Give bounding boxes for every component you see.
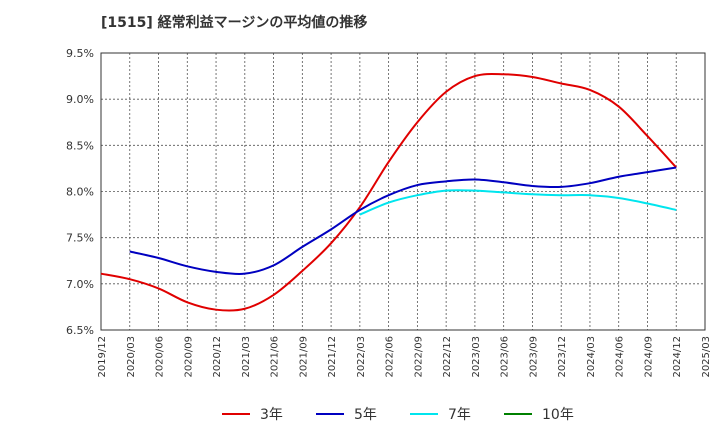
legend-label-5y: 5年 — [354, 407, 377, 423]
chart-title: [1515] 経常利益マージンの平均値の推移 — [101, 15, 368, 31]
x-tick-label: 2024/12 — [672, 336, 683, 378]
legend-label-10y: 10年 — [542, 407, 574, 423]
y-tick-label: 8.5% — [66, 139, 94, 152]
legend-item-3y: 3年 — [222, 402, 283, 426]
y-tick-label: 7.5% — [66, 232, 94, 245]
x-tick-label: 2021/06 — [270, 336, 281, 378]
y-axis-ticks: 6.5% 7.0% 7.5% 8.0% 8.5% 9.0% 9.5% — [66, 47, 94, 337]
series-line-5y — [129, 166, 677, 276]
x-axis-ticks: 2019/12 2020/03 2020/06 2020/09 2020/12 2021/… — [97, 336, 712, 378]
x-tick-label: 2021/03 — [241, 336, 252, 378]
y-tick-label: 6.5% — [66, 324, 94, 337]
legend-item-7y: 7年 — [410, 402, 471, 426]
x-tick-label: 2024/09 — [643, 336, 654, 378]
legend: 3年 5年 7年 10年 — [0, 402, 720, 426]
series-line-7y — [359, 189, 677, 216]
x-tick-label: 2024/03 — [586, 336, 597, 378]
x-tick-label: 2023/12 — [557, 336, 568, 378]
legend-swatch-5y — [316, 413, 344, 415]
x-tick-label: 2023/06 — [500, 336, 511, 378]
x-tick-label: 2022/06 — [385, 336, 396, 378]
x-tick-label: 2020/12 — [212, 336, 223, 378]
x-tick-label: 2024/06 — [615, 336, 626, 378]
y-tick-label: 9.5% — [66, 47, 94, 60]
x-tick-label: 2020/03 — [126, 336, 137, 378]
legend-label-3y: 3年 — [260, 407, 283, 423]
legend-swatch-7y — [410, 413, 438, 415]
x-tick-label: 2020/06 — [155, 336, 166, 378]
legend-label-7y: 7年 — [448, 407, 471, 423]
series-lines — [100, 72, 677, 312]
x-tick-label: 2021/12 — [327, 336, 338, 378]
legend-item-10y: 10年 — [504, 402, 574, 426]
x-tick-label: 2022/03 — [356, 336, 367, 378]
legend-item-5y: 5年 — [316, 402, 377, 426]
plot-border — [100, 52, 706, 331]
x-tick-label: 2019/12 — [97, 336, 108, 378]
x-tick-label: 2022/12 — [442, 336, 453, 378]
x-tick-label: 2023/03 — [471, 336, 482, 378]
x-tick-label: 2021/09 — [298, 336, 309, 378]
x-tick-label: 2025/03 — [701, 336, 712, 378]
grid-lines — [101, 53, 705, 330]
x-tick-label: 2023/09 — [528, 336, 539, 378]
series-line-3y — [100, 72, 677, 312]
y-tick-label: 9.0% — [66, 93, 94, 106]
legend-swatch-3y — [222, 413, 250, 415]
y-tick-label: 7.0% — [66, 278, 94, 291]
x-tick-label: 2020/09 — [183, 336, 194, 378]
x-tick-label: 2022/09 — [413, 336, 424, 378]
legend-swatch-10y — [504, 413, 532, 415]
y-tick-label: 8.0% — [66, 186, 94, 199]
